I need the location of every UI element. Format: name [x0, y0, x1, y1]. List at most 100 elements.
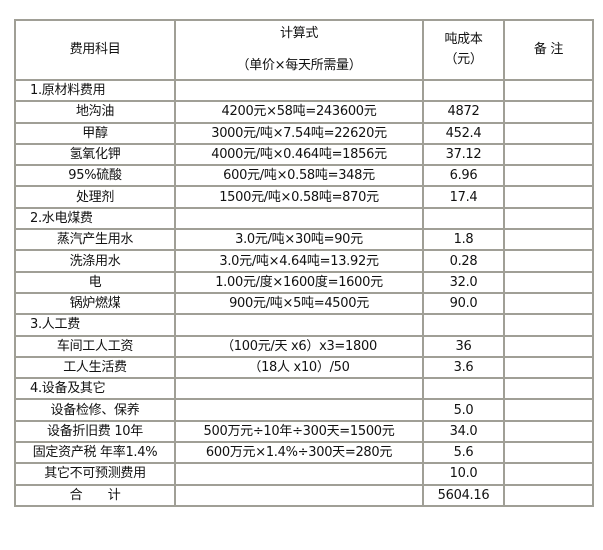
remark-cell: [503, 462, 594, 486]
remark-cell: [503, 334, 594, 358]
formula-cell: [174, 398, 424, 422]
remark-cell: [503, 206, 594, 231]
table-row: 电 1.00元/度×1600度=1600元 32.0: [14, 270, 594, 294]
formula-cell: 4000元/吨×0.464吨=1856元: [174, 142, 424, 167]
remark-cell: [503, 249, 594, 273]
table-row: 处理剂 1500元/吨×0.58吨=870元 17.4: [14, 185, 594, 209]
cost-cell: 5604.16: [422, 483, 505, 507]
formula-cell: 3000元/吨×7.54吨=22620元: [174, 121, 424, 145]
remark-cell: [503, 100, 594, 124]
cost-cell: 5.0: [422, 398, 505, 422]
formula-cell: [174, 206, 424, 231]
formula-cell: [174, 462, 424, 486]
item-cell: 处理剂: [14, 185, 176, 209]
table-row: 甲醇 3000元/吨×7.54吨=22620元 452.4: [14, 121, 594, 145]
cost-cell: 17.4: [422, 185, 505, 209]
remark-cell: [503, 270, 594, 294]
header-row: 费用科目 计算式 （单价×每天所需量） 吨成本 （元） 备 注: [14, 19, 594, 81]
remark-cell: [503, 313, 594, 337]
table-row: 设备检修、保养 5.0: [14, 398, 594, 422]
formula-cell: 600万元×1.4%÷300天=280元: [174, 441, 424, 465]
cost-cell: 4872: [422, 100, 505, 124]
formula-cell: [174, 313, 424, 337]
header-cost-line2: （元）: [444, 52, 483, 67]
item-cell: 合 计: [14, 483, 176, 507]
section-row: 4.设备及其它: [14, 377, 594, 401]
remark-cell: [503, 355, 594, 380]
table-row: 设备折旧费 10年 500万元÷10年÷300天=1500元 34.0: [14, 419, 594, 444]
cost-cell: 0.28: [422, 249, 505, 273]
cost-cell: [422, 377, 505, 401]
cost-cell: 6.96: [422, 164, 505, 188]
section-row: 2.水电煤费: [14, 206, 594, 231]
cost-cell: 1.8: [422, 228, 505, 252]
header-item: 费用科目: [14, 19, 176, 81]
item-cell: 电: [14, 270, 176, 294]
item-cell: 3.人工费: [14, 313, 176, 337]
formula-cell: 4200元×58吨=243600元: [174, 100, 424, 124]
table-row: 工人生活费 （18人 x10）/50 3.6: [14, 355, 594, 380]
formula-cell: （18人 x10）/50: [174, 355, 424, 380]
header-formula: 计算式 （单价×每天所需量）: [174, 19, 424, 81]
cost-table: 费用科目 计算式 （单价×每天所需量） 吨成本 （元） 备 注 1.原材料费用地…: [14, 19, 594, 507]
formula-cell: 3.0元/吨×30吨=90元: [174, 228, 424, 252]
formula-cell: 1.00元/度×1600度=1600元: [174, 270, 424, 294]
cost-cell: 10.0: [422, 462, 505, 486]
item-cell: 1.原材料费用: [14, 78, 176, 103]
table-row: 蒸汽产生用水 3.0元/吨×30吨=90元 1.8: [14, 228, 594, 252]
cost-cell: 34.0: [422, 419, 505, 444]
table-row: 固定资产税 年率1.4% 600万元×1.4%÷300天=280元 5.6: [14, 441, 594, 465]
formula-cell: （100元/天 x6）x3=1800: [174, 334, 424, 358]
formula-cell: 600元/吨×0.58吨=348元: [174, 164, 424, 188]
header-remark: 备 注: [503, 19, 594, 81]
cost-cell: 90.0: [422, 291, 505, 316]
table-row: 其它不可预测费用 10.0: [14, 462, 594, 486]
cost-cell: 36: [422, 334, 505, 358]
remark-cell: [503, 441, 594, 465]
formula-cell: [174, 78, 424, 103]
table-row: 95%硫酸 600元/吨×0.58吨=348元 6.96: [14, 164, 594, 188]
item-cell: 设备检修、保养: [14, 398, 176, 422]
remark-cell: [503, 419, 594, 444]
formula-cell: 900元/吨×5吨=4500元: [174, 291, 424, 316]
formula-cell: [174, 483, 424, 507]
item-cell: 95%硫酸: [14, 164, 176, 188]
remark-cell: [503, 377, 594, 401]
cost-cell: [422, 206, 505, 231]
header-cost: 吨成本 （元）: [422, 19, 505, 81]
remark-cell: [503, 483, 594, 507]
cost-cell: 37.12: [422, 142, 505, 167]
remark-cell: [503, 228, 594, 252]
item-cell: 氢氧化钾: [14, 142, 176, 167]
formula-cell: 1500元/吨×0.58吨=870元: [174, 185, 424, 209]
header-formula-line1: 计算式: [279, 26, 319, 41]
table-row: 车间工人工资 （100元/天 x6）x3=1800 36: [14, 334, 594, 358]
item-cell: 2.水电煤费: [14, 206, 176, 231]
item-cell: 车间工人工资: [14, 334, 176, 358]
table-row: 氢氧化钾 4000元/吨×0.464吨=1856元 37.12: [14, 142, 594, 167]
item-cell: 4.设备及其它: [14, 377, 176, 401]
table-row: 地沟油 4200元×58吨=243600元 4872: [14, 100, 594, 124]
cost-cell: [422, 78, 505, 103]
table-row: 合 计 5604.16: [14, 483, 594, 507]
item-cell: 地沟油: [14, 100, 176, 124]
cost-cell: 32.0: [422, 270, 505, 294]
remark-cell: [503, 185, 594, 209]
formula-cell: [174, 377, 424, 401]
header-formula-line2: （单价×每天所需量）: [236, 58, 362, 73]
item-cell: 工人生活费: [14, 355, 176, 380]
item-cell: 其它不可预测费用: [14, 462, 176, 486]
section-row: 3.人工费: [14, 313, 594, 337]
cost-cell: 5.6: [422, 441, 505, 465]
cost-cell: [422, 313, 505, 337]
item-cell: 锅炉燃煤: [14, 291, 176, 316]
remark-cell: [503, 121, 594, 145]
remark-cell: [503, 164, 594, 188]
table-row: 洗涤用水 3.0元/吨×4.64吨=13.92元 0.28: [14, 249, 594, 273]
remark-cell: [503, 78, 594, 103]
formula-cell: 500万元÷10年÷300天=1500元: [174, 419, 424, 444]
table-row: 锅炉燃煤 900元/吨×5吨=4500元 90.0: [14, 291, 594, 316]
remark-cell: [503, 142, 594, 167]
item-cell: 蒸汽产生用水: [14, 228, 176, 252]
item-cell: 设备折旧费 10年: [14, 419, 176, 444]
